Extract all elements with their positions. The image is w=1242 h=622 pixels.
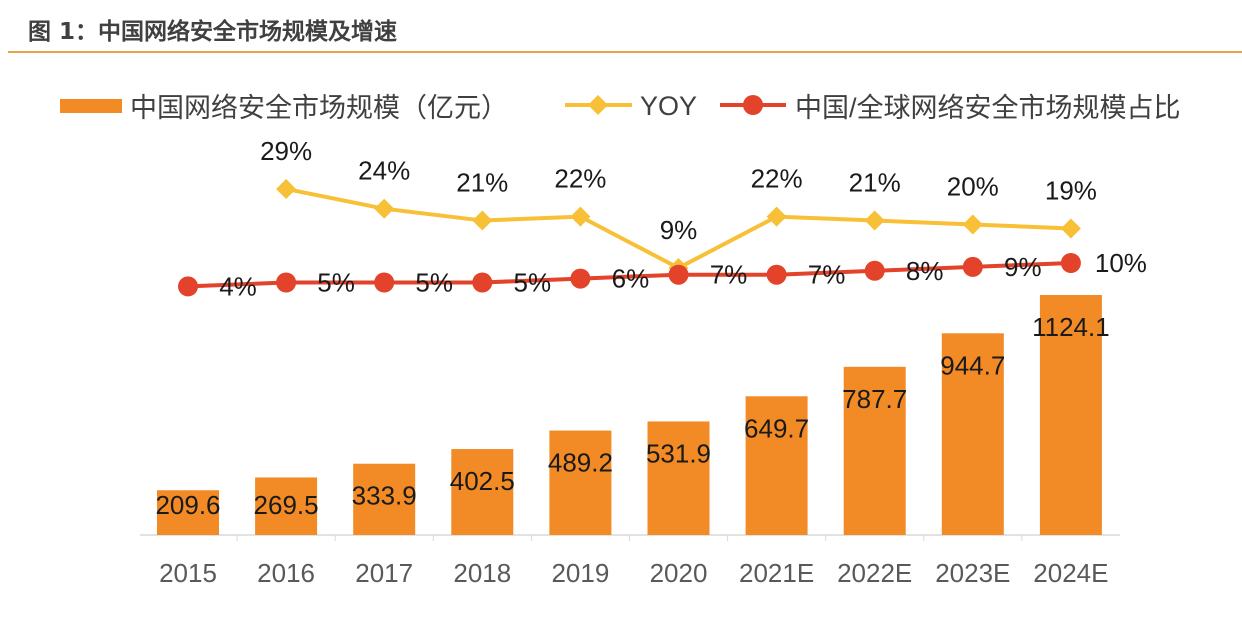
yoy-value-label: 21%	[849, 168, 901, 198]
share-point	[668, 264, 689, 285]
legend-share-label: 中国/全球网络安全市场规模占比	[795, 93, 1181, 123]
x-tick-label: 2020	[650, 558, 708, 588]
bar-value-label: 531.9	[646, 438, 711, 468]
share-point	[864, 260, 885, 281]
yoy-value-label: 22%	[751, 164, 803, 194]
bar	[157, 490, 219, 535]
yoy-point	[276, 178, 297, 199]
share-value-label: 10%	[1095, 248, 1147, 278]
share-line	[187, 261, 1071, 289]
share-value-label: 6%	[612, 264, 650, 294]
bar	[745, 396, 808, 535]
x-tick-label: 2022E	[837, 558, 912, 588]
bar	[647, 421, 710, 535]
bar-value-label: 944.7	[940, 350, 1005, 380]
share-point	[766, 264, 787, 285]
x-tick-label: 2018	[453, 558, 511, 588]
yoy-point	[374, 198, 395, 219]
bar	[549, 430, 612, 535]
yoy-value-label: 29%	[260, 136, 312, 166]
yoy-point	[472, 210, 493, 231]
share-value-label: 9%	[1004, 252, 1042, 282]
x-tick-label: 2023E	[935, 558, 1010, 588]
share-point	[178, 276, 198, 297]
yoy-value-label: 22%	[554, 164, 606, 194]
x-tick-label: 2019	[551, 558, 609, 588]
share-point	[1060, 253, 1081, 273]
share-point	[276, 272, 297, 293]
bar	[255, 477, 318, 535]
x-tick-label: 2015	[159, 558, 217, 588]
bar	[843, 366, 906, 535]
x-tick-label: 2016	[257, 558, 315, 588]
bar	[353, 463, 416, 535]
title-divider	[8, 51, 1242, 53]
legend-bar-swatch	[60, 99, 122, 113]
share-value-label: 5%	[514, 268, 552, 298]
yoy-value-label: 20%	[947, 172, 999, 202]
bar-value-label: 333.9	[352, 481, 417, 511]
x-tick-label: 2021E	[739, 558, 814, 588]
yoy-point	[864, 210, 885, 231]
bar-value-label: 209.6	[155, 490, 220, 520]
yoy-value-label: 9%	[660, 215, 698, 245]
yoy-point	[766, 206, 787, 227]
bar-value-label: 649.7	[744, 413, 809, 443]
yoy-point	[570, 206, 591, 227]
bar-value-label: 402.5	[450, 466, 515, 496]
bar	[941, 333, 1004, 535]
legend-yoy-label: YOY	[640, 91, 697, 121]
share-value-label: 8%	[906, 256, 944, 286]
legend-share-circle-icon	[743, 95, 763, 115]
share-value-label: 7%	[710, 260, 748, 290]
legend: 中国网络安全市场规模（亿元） YOY 中国/全球网络安全市场规模占比	[60, 91, 1181, 123]
yoy-point	[962, 214, 983, 235]
bar-value-label: 489.2	[548, 448, 613, 478]
bar	[1039, 295, 1102, 535]
yoy-point	[1060, 218, 1081, 239]
bar	[451, 449, 514, 535]
yoy-value-label: 21%	[456, 168, 508, 198]
share-point	[374, 272, 395, 293]
share-point	[472, 272, 493, 293]
bar-value-label: 1124.1	[1032, 312, 1110, 342]
legend-yoy-diamond-icon	[588, 95, 608, 115]
share-point	[962, 256, 983, 277]
bar-value-label: 269.5	[254, 490, 319, 520]
share-value-label: 7%	[808, 260, 846, 290]
yoy-value-label: 19%	[1045, 175, 1097, 205]
yoy-value-label: 24%	[358, 156, 410, 186]
x-tick-label: 2024E	[1033, 558, 1108, 588]
share-value-label: 4%	[219, 271, 257, 301]
figure-title: 图 1：中国网络安全市场规模及增速	[28, 19, 398, 45]
legend-bar-label: 中国网络安全市场规模（亿元）	[130, 93, 508, 123]
share-value-label: 5%	[415, 268, 453, 298]
share-point	[570, 268, 591, 289]
share-value-label: 5%	[317, 268, 355, 298]
x-tick-label: 2017	[355, 558, 413, 588]
bar-value-label: 787.7	[842, 384, 907, 414]
